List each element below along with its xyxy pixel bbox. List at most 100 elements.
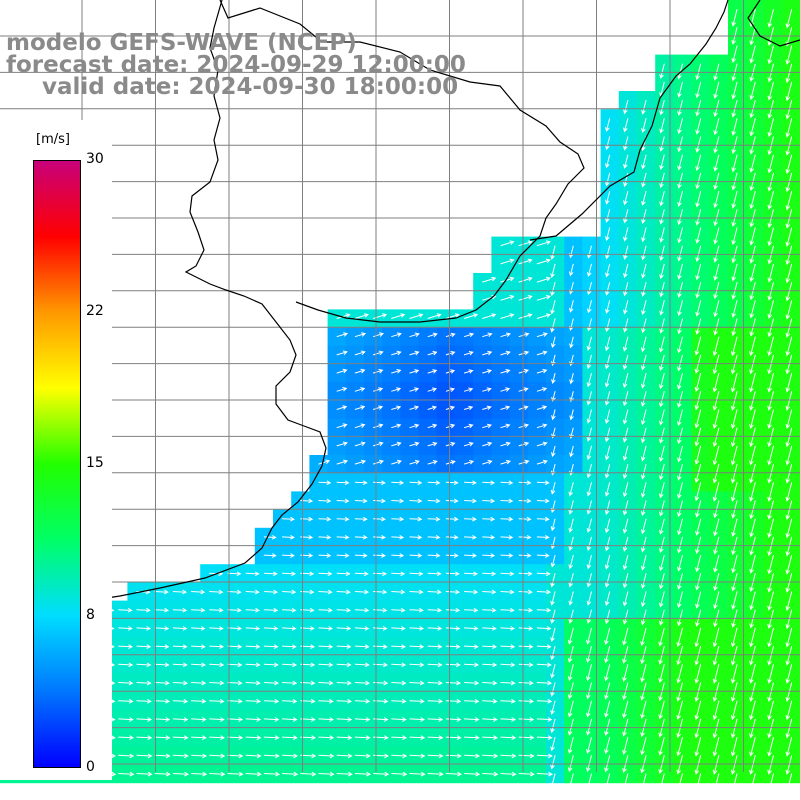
wind-arrow: [263, 717, 280, 722]
wind-arrow: [391, 607, 406, 613]
wind-arrow: [318, 516, 332, 522]
wind-arrow: [586, 536, 592, 552]
wind-arrow: [640, 573, 647, 589]
wind-arrow: [464, 480, 477, 486]
wind-arrow: [336, 735, 353, 741]
wind-arrow: [605, 245, 611, 260]
wind-arrow: [409, 534, 423, 540]
wind-arrow: [536, 698, 553, 704]
wind-arrow: [209, 589, 224, 595]
wind-arrow: [372, 387, 384, 392]
wind-arrow: [409, 607, 424, 613]
wind-arrow: [464, 717, 480, 722]
wind-arrow: [464, 571, 479, 577]
wind-arrow: [586, 554, 592, 570]
wind-arrow: [713, 227, 720, 245]
wind-arrow: [464, 534, 477, 540]
wind-arrow: [713, 554, 720, 573]
wind-arrow: [749, 391, 756, 411]
wind-arrow: [191, 771, 208, 777]
wind-arrow: [391, 717, 407, 722]
forecast-date: forecast date: 2024-09-29 12:00:00: [6, 52, 466, 78]
wind-arrow: [445, 589, 461, 595]
wind-arrow: [641, 318, 647, 334]
wind-arrow: [482, 405, 492, 411]
wind-arrow: [536, 607, 552, 613]
wind-arrow: [623, 245, 629, 260]
wind-arrow: [694, 773, 702, 794]
wind-arrow: [767, 482, 774, 502]
wind-arrow: [695, 99, 702, 117]
wind-arrow: [136, 771, 153, 777]
wind-arrow: [586, 263, 592, 277]
wind-arrow: [118, 753, 135, 759]
wind-arrow: [659, 172, 665, 189]
valid-date: valid date: 2024-09-30 18:00:00: [42, 74, 459, 100]
wind-arrow: [282, 698, 298, 704]
wind-arrow: [677, 554, 683, 572]
wind-arrow: [263, 553, 277, 558]
wind-arrow: [785, 354, 793, 375]
wind-arrow: [318, 680, 334, 686]
wind-arrow: [536, 662, 552, 668]
wind-arrow: [677, 81, 683, 98]
wind-arrow: [518, 607, 534, 613]
wind-arrow: [767, 391, 774, 411]
wind-arrow: [136, 717, 153, 722]
wind-arrow: [605, 154, 611, 169]
wind-arrow: [785, 773, 793, 794]
wind-arrow: [550, 300, 556, 315]
colorbar: [33, 160, 81, 768]
wind-arrow: [318, 771, 335, 777]
wind-arrow: [154, 607, 170, 613]
wind-arrow: [586, 463, 592, 479]
wind-arrow: [604, 664, 611, 682]
wind-arrow: [427, 589, 442, 595]
wind-arrow: [767, 118, 774, 138]
wind-arrow: [623, 99, 629, 115]
wind-arrow: [282, 753, 299, 759]
wind-arrow: [500, 240, 515, 247]
wind-arrow: [427, 332, 438, 338]
wind-arrow: [172, 626, 188, 631]
wind-arrow: [767, 300, 774, 320]
wind-arrow: [767, 227, 774, 247]
wind-arrow: [694, 755, 702, 775]
wind-arrow: [118, 771, 135, 777]
wind-arrow: [605, 263, 611, 278]
wind-arrow: [136, 753, 153, 759]
wind-arrow: [445, 498, 459, 504]
wind-arrow: [354, 626, 370, 631]
wind-arrow: [568, 518, 574, 533]
wind-arrow: [536, 368, 548, 374]
wind-arrow: [586, 736, 592, 754]
wind-arrow: [640, 736, 647, 756]
wind-arrow: [409, 698, 425, 704]
wind-arrow: [354, 644, 370, 649]
wind-arrow: [191, 753, 208, 759]
wind-arrow: [767, 682, 774, 703]
wind-arrow: [604, 445, 611, 461]
wind-arrow: [749, 427, 756, 448]
wind-arrow: [586, 627, 592, 645]
wind-arrow: [409, 332, 420, 338]
wind-arrow: [604, 573, 611, 588]
wind-arrow: [785, 190, 793, 211]
wind-arrow: [354, 516, 368, 522]
wind-arrow: [500, 332, 512, 338]
wind-arrow: [172, 753, 189, 759]
wind-arrow: [586, 245, 592, 259]
wind-arrow: [604, 773, 611, 791]
wind-arrow: [785, 391, 793, 411]
wind-arrow: [427, 680, 443, 686]
wind-arrow: [318, 589, 333, 595]
wind-arrow: [391, 313, 406, 319]
wind-arrow: [409, 516, 423, 522]
wind-arrow: [445, 441, 456, 447]
wind-arrow: [427, 369, 438, 374]
wind-arrow: [191, 607, 206, 613]
wind-arrow: [677, 99, 683, 117]
wind-arrow: [713, 263, 720, 281]
wind-arrow: [695, 209, 702, 226]
wind-arrow: [605, 118, 611, 132]
